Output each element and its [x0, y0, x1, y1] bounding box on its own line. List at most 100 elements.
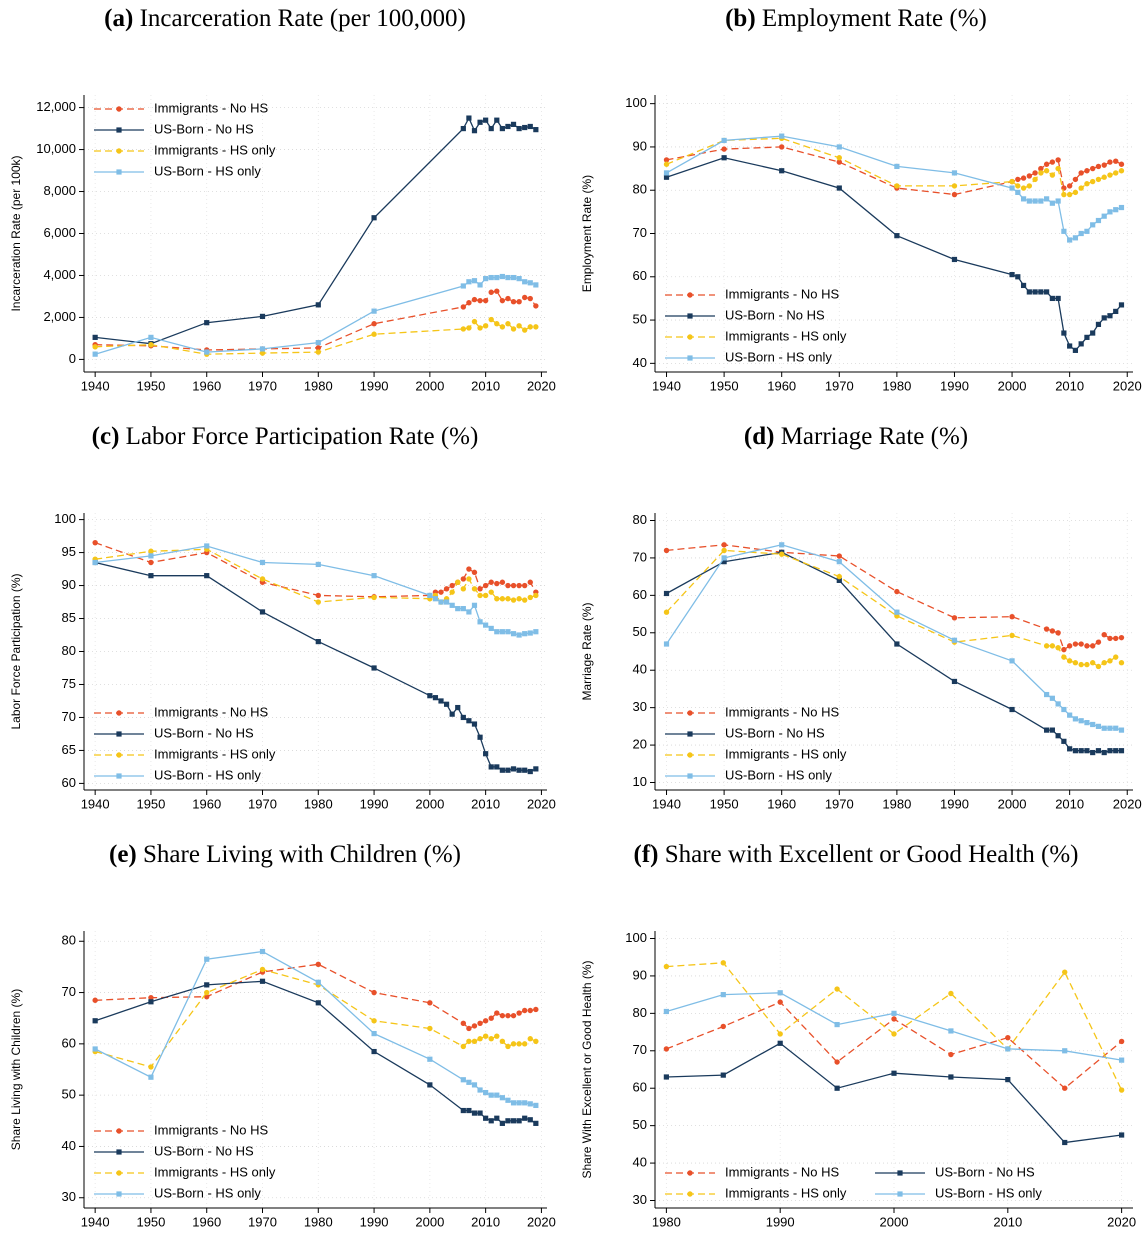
marker: [204, 320, 210, 326]
series-line: [94, 980, 537, 1125]
marker: [521, 1007, 528, 1014]
marker: [92, 334, 98, 340]
marker: [483, 622, 489, 628]
y-tick-label: 90: [62, 577, 76, 592]
marker: [1095, 217, 1102, 224]
marker: [894, 641, 900, 647]
marker: [466, 115, 472, 121]
marker: [432, 596, 439, 602]
marker: [834, 986, 840, 992]
x-tick-label: 1990: [940, 378, 969, 393]
legend-marker: [687, 1170, 693, 1176]
panel-title: (f) Share with Excellent or Good Health …: [634, 841, 1079, 868]
marker: [471, 1110, 478, 1116]
legend-label: Immigrants - HS only: [154, 142, 276, 157]
marker: [1061, 185, 1067, 191]
marker: [1062, 1048, 1068, 1054]
y-tick-label: 50: [633, 1117, 647, 1132]
marker: [1113, 207, 1119, 213]
marker: [494, 321, 500, 327]
legend-marker: [687, 313, 693, 319]
marker: [1055, 701, 1061, 707]
y-tick-label: 70: [633, 549, 647, 564]
marker: [516, 1010, 522, 1016]
x-tick-label: 1980: [304, 378, 333, 393]
marker: [516, 125, 522, 132]
marker: [533, 1120, 539, 1126]
legend-label: US-Born - No HS: [725, 725, 825, 740]
marker: [777, 990, 783, 996]
marker: [488, 125, 494, 132]
series-line: [95, 545, 536, 636]
marker: [259, 948, 266, 955]
y-tick-label: 50: [633, 312, 647, 327]
marker: [488, 316, 494, 323]
legend-label: Immigrants - HS only: [725, 1185, 847, 1200]
marker: [460, 326, 467, 332]
marker: [449, 582, 455, 589]
marker: [477, 1110, 483, 1116]
marker: [477, 592, 483, 599]
series-line: [666, 992, 1122, 1061]
marker: [1072, 347, 1079, 353]
series-line: [95, 290, 537, 351]
marker: [466, 279, 472, 285]
marker: [1015, 176, 1021, 183]
marker: [1055, 645, 1061, 651]
marker: [1026, 173, 1033, 179]
marker: [1078, 341, 1084, 347]
marker: [527, 1007, 533, 1014]
marker: [1107, 725, 1113, 731]
marker: [371, 321, 377, 327]
marker: [1044, 196, 1050, 202]
marker: [471, 128, 478, 134]
marker: [836, 577, 842, 583]
legend-marker: [687, 773, 693, 779]
marker: [371, 573, 377, 579]
y-tick-label: 80: [62, 933, 76, 948]
marker: [834, 1059, 840, 1065]
marker: [92, 1046, 98, 1052]
marker: [1101, 213, 1107, 219]
marker: [510, 631, 517, 637]
marker: [1009, 178, 1015, 185]
legend-marker: [687, 710, 693, 716]
marker: [477, 325, 483, 331]
marker: [1090, 749, 1096, 756]
legend-label: Immigrants - HS only: [154, 1164, 276, 1179]
marker: [894, 588, 900, 595]
marker: [499, 596, 506, 602]
marker: [948, 1028, 954, 1034]
marker: [1107, 313, 1113, 319]
marker: [1009, 658, 1015, 664]
y-tick-label: 70: [62, 709, 76, 724]
marker: [466, 1107, 472, 1114]
marker: [460, 1043, 467, 1050]
marker: [1032, 198, 1038, 204]
series-line: [666, 135, 1122, 241]
marker: [460, 586, 467, 592]
marker: [721, 547, 727, 554]
marker: [1061, 654, 1067, 660]
marker: [663, 174, 670, 180]
series-line: [95, 963, 536, 1030]
marker: [488, 764, 494, 770]
panel-title: (b) Employment Rate (%): [725, 5, 987, 32]
marker: [455, 606, 461, 612]
marker: [533, 303, 539, 309]
y-tick-label: 80: [62, 643, 76, 658]
marker: [1113, 308, 1119, 315]
marker: [371, 665, 377, 671]
marker: [1095, 748, 1102, 754]
series-line: [665, 544, 1122, 731]
marker: [721, 542, 727, 548]
marker: [1107, 209, 1113, 215]
marker: [1101, 725, 1107, 731]
legend-marker: [116, 106, 122, 112]
y-tick-label: 10: [633, 774, 647, 789]
panel-title-text: Marriage Rate (%): [781, 423, 968, 450]
x-tick-label: 2000: [415, 378, 444, 393]
marker: [1095, 663, 1102, 670]
legend-label: US-Born - HS only: [154, 767, 261, 782]
marker: [951, 637, 958, 643]
